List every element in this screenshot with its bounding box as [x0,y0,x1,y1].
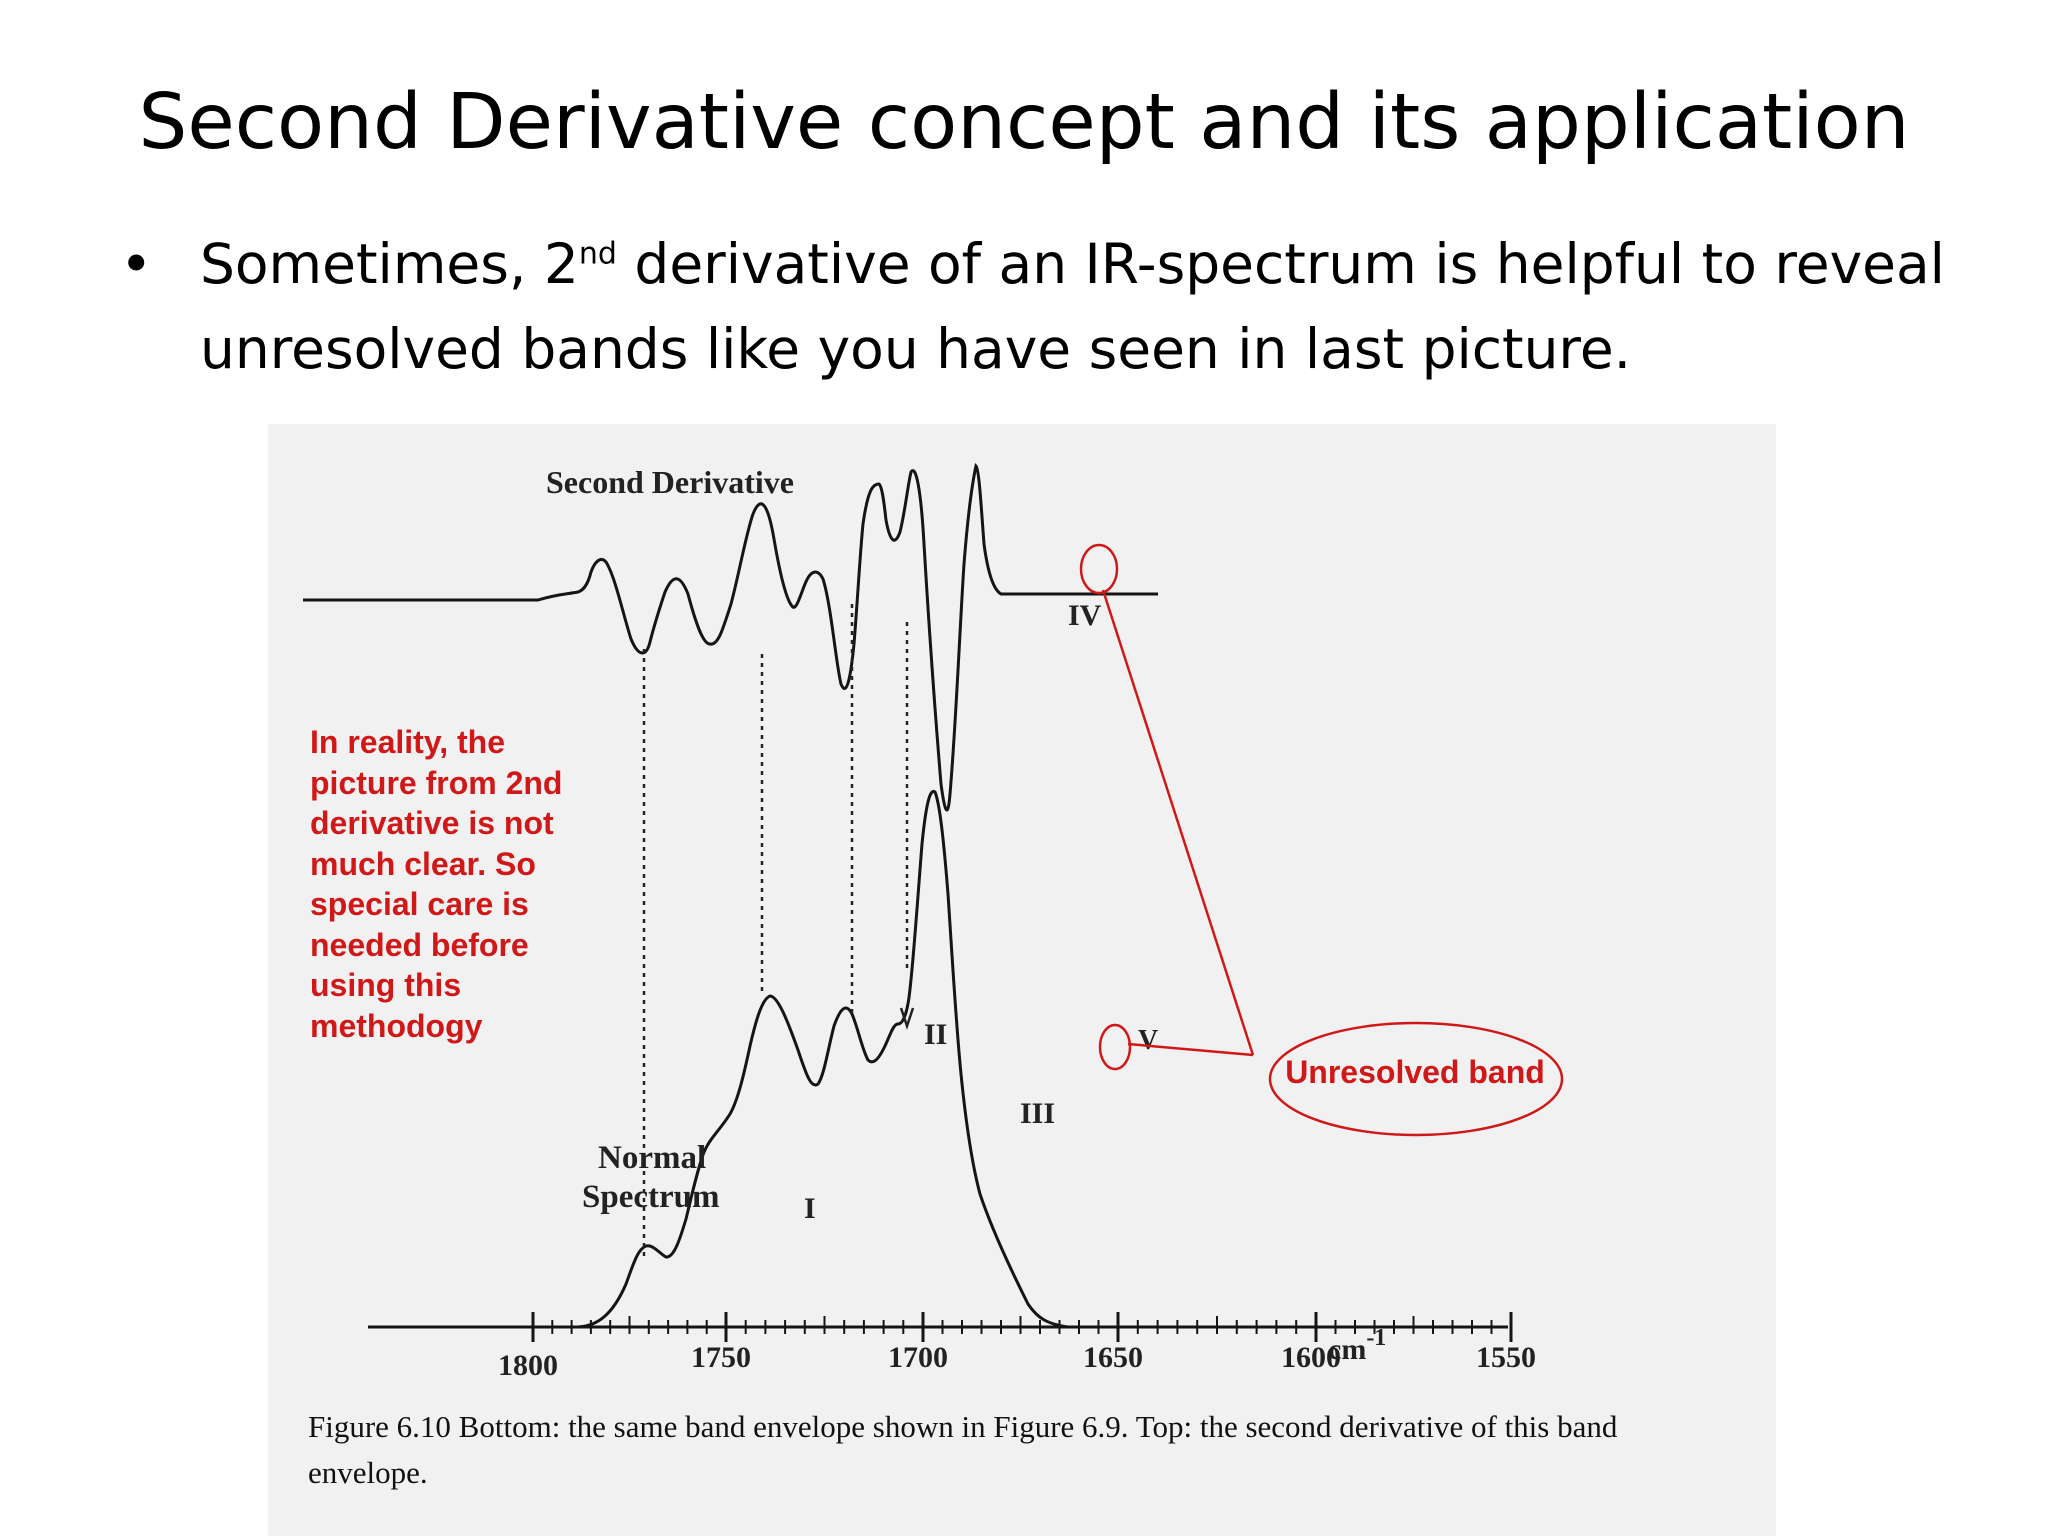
x-axis-ticks [531,1312,1513,1342]
x-axis-tick-label: 1800 [498,1349,558,1382]
x-axis-unit: cm-1 [1328,1325,1386,1366]
x-axis-tick-label: 1700 [888,1341,948,1374]
second-derivative-label: Second Derivative [546,464,794,500]
figure-caption: Figure 6.10 Bottom: the same band envelo… [308,1409,1618,1490]
callout-label: Unresolved band [1285,1054,1545,1090]
band-label-I: I [804,1192,816,1225]
bullet-text-start: Sometimes, 2 [200,232,579,296]
normal-label-line2: Spectrum [582,1179,719,1215]
slide-title: Second Derivative concept and its applic… [138,78,1910,167]
arrowhead-icon [899,1007,915,1030]
x-axis-tick-label: 1550 [1476,1341,1536,1374]
second-derivative-curve [498,462,1158,812]
normal-label-line1: Normal [598,1140,706,1176]
normal-spectrum-curve [368,789,1168,1329]
bullet-marker: • [120,232,153,296]
bullet-superscript: nd [578,236,617,272]
scanned-figure: Second Derivative Normal Spectrum I II I… [268,424,1776,1536]
callout-connector-top [1101,589,1255,1056]
x-axis-unit-exponent: -1 [1366,1325,1386,1351]
spectrum-figure-svg: Second Derivative Normal Spectrum I II I… [303,462,1564,1382]
bullet-text-end: derivative of an IR-spectrum is helpful … [200,232,1945,381]
bullet-text: Sometimes, 2nd derivative of an IR-spect… [200,222,2000,392]
x-axis-tick-label: 1650 [1083,1341,1143,1374]
callout-connector-bottom [1127,1042,1254,1057]
callout-ellipse [1268,1021,1564,1137]
x-axis-unit-base: cm [1328,1333,1366,1366]
band-label-V: V [1138,1025,1158,1056]
highlight-circle-bottom [1098,1023,1132,1071]
band-label-III: III [1020,1097,1055,1130]
x-axis-tick-label: 1600 [1281,1341,1341,1374]
highlight-circle-top [1079,543,1119,595]
x-axis-labels: 1800 1750 1700 1650 1600 1550 [498,1341,1536,1382]
x-axis-tick-label: 1750 [691,1341,751,1374]
band-guide-lines [642,604,909,1256]
annotation-note: In reality, the picture from 2nd derivat… [310,724,563,1044]
band-label-II: II [924,1018,947,1051]
band-label-IV: IV [1068,599,1102,632]
